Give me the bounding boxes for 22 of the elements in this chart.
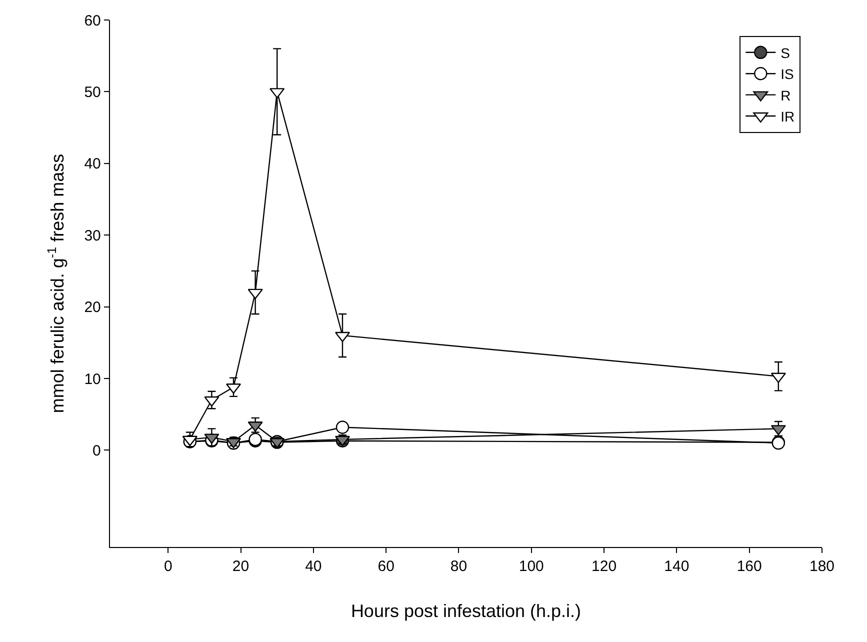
- y-tick-label: 30: [84, 227, 101, 244]
- x-tick-label: 60: [378, 558, 394, 576]
- x-tick-label: 120: [592, 558, 617, 576]
- x-tick-label: 0: [164, 558, 172, 576]
- x-tick-label: 40: [305, 558, 322, 576]
- y-tick-label: 10: [84, 370, 101, 388]
- y-tick-label: 20: [84, 299, 101, 316]
- x-tick-label: 180: [809, 558, 835, 576]
- y-tick-label: 60: [84, 12, 101, 30]
- legend-label: IS: [780, 66, 794, 82]
- x-tick-label: 160: [736, 558, 762, 576]
- legend-label: R: [780, 87, 791, 104]
- x-axis-title: Hours post infestation (h.p.i.): [350, 601, 582, 622]
- y-tick-label: 50: [84, 84, 101, 101]
- x-tick-label: 20: [232, 558, 250, 576]
- legend-label: IR: [780, 108, 795, 124]
- x-tick-label: 80: [450, 558, 468, 576]
- legend-label: S: [780, 44, 790, 61]
- x-tick-label: 140: [664, 558, 690, 576]
- y-tick-label: 40: [84, 156, 101, 173]
- x-tick-label: 100: [518, 558, 544, 576]
- y-tick-label: 0: [92, 442, 101, 460]
